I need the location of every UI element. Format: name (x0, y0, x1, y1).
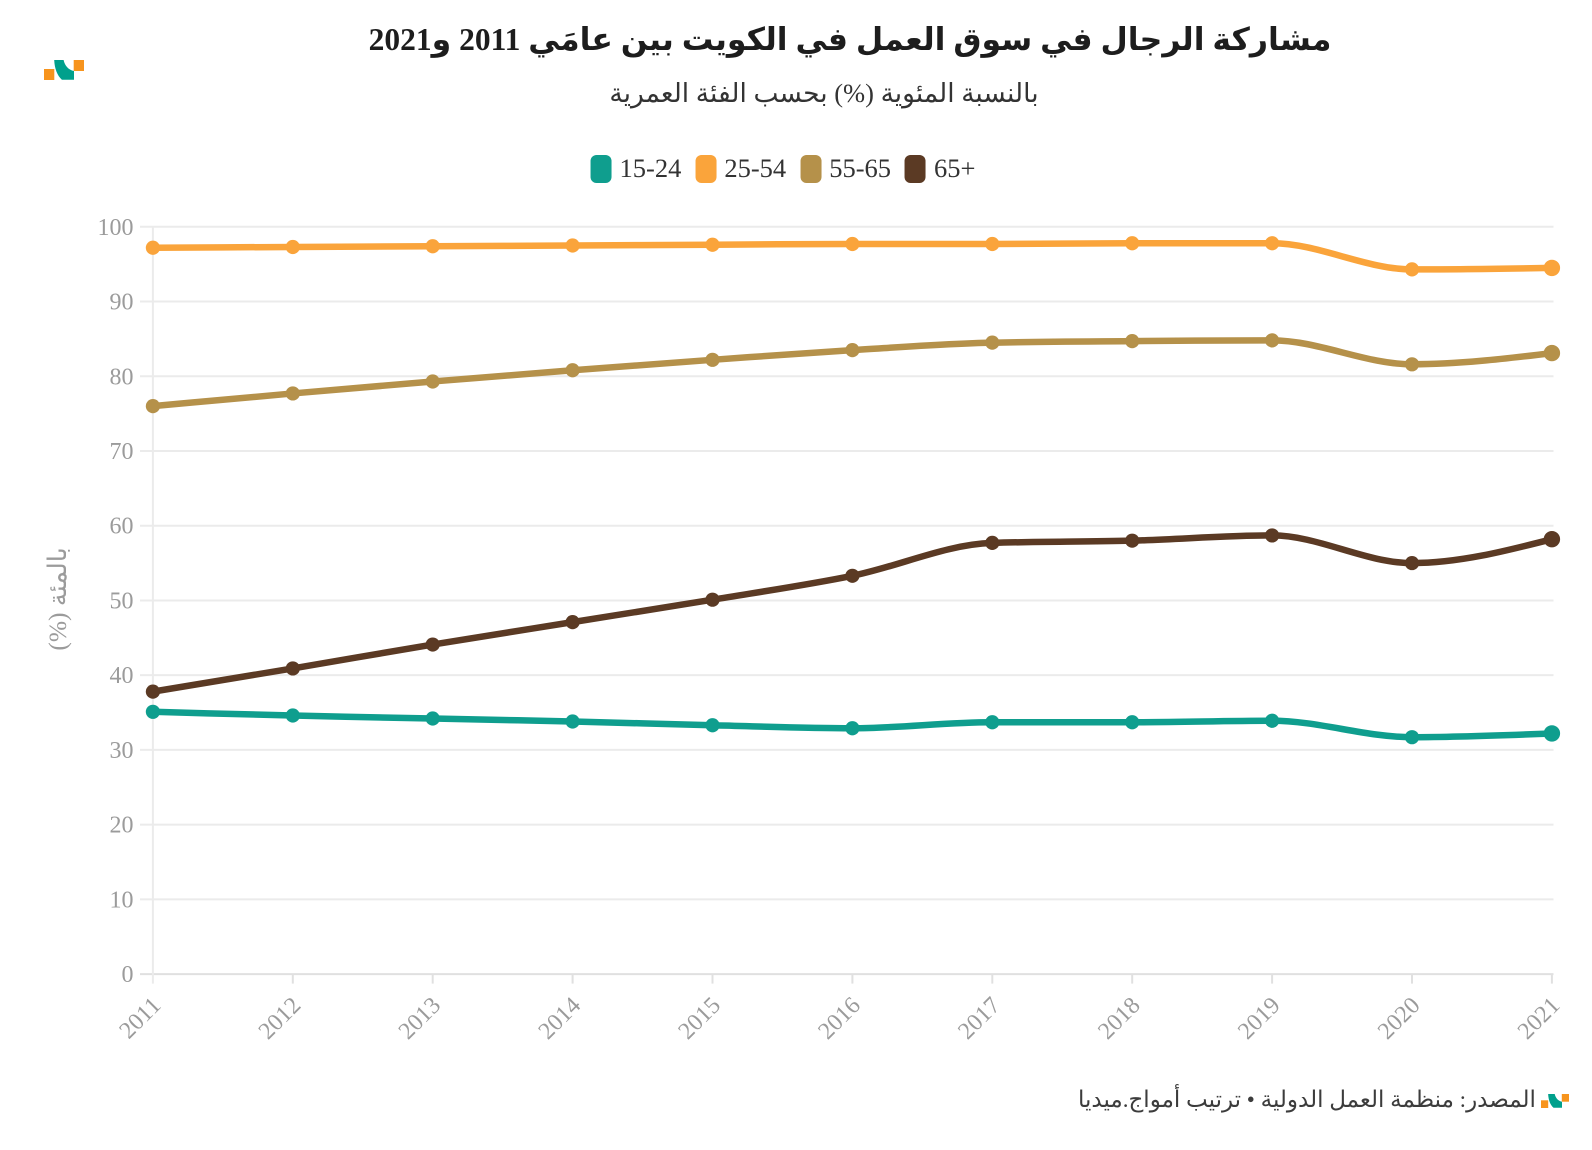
data-point-15-24-2021 (1543, 725, 1561, 742)
data-point-15-24-2013 (425, 711, 440, 726)
data-point-65+-2020 (1404, 555, 1420, 571)
series-25-54 (145, 236, 1561, 277)
data-point-55-65-2020 (1404, 357, 1420, 372)
logo-square-left (1541, 1100, 1549, 1108)
data-point-15-24-2015 (705, 718, 720, 733)
x-tick-label: 2019 (1233, 992, 1285, 1044)
data-point-65+-2012 (285, 661, 300, 676)
y-axis-title: بالمئة (%) (43, 547, 72, 650)
data-point-25-54-2011 (145, 240, 160, 255)
legend-label: 15-24 (619, 153, 682, 183)
data-point-15-24-2014 (565, 714, 580, 729)
data-point-25-54-2012 (285, 239, 300, 255)
data-point-15-24-2020 (1404, 730, 1420, 745)
y-tick-label: 50 (110, 588, 134, 614)
y-tick-label: 20 (110, 813, 134, 839)
series-65+ (145, 528, 1561, 699)
legend-item-15-24: 15-24 (590, 153, 682, 184)
data-point-65+-2019 (1265, 528, 1280, 543)
data-point-25-54-2021 (1543, 259, 1561, 277)
data-point-55-65-2017 (985, 335, 1000, 350)
legend-item-65+: 65+ (905, 153, 975, 184)
legend-swatch-25-54 (695, 154, 717, 183)
x-tick-label: 2012 (254, 992, 306, 1044)
data-point-15-24-2019 (1265, 713, 1280, 728)
logo-square-right (1561, 1094, 1569, 1102)
data-point-15-24-2011 (145, 704, 160, 719)
y-tick-label: 100 (98, 215, 134, 241)
data-point-25-54-2013 (425, 239, 440, 254)
amwaj-logo-small (1541, 1094, 1569, 1108)
x-tick-label: 2014 (534, 992, 586, 1044)
data-point-25-54-2014 (565, 238, 580, 253)
x-tick-label: 2018 (1093, 992, 1145, 1044)
y-tick-label: 90 (110, 290, 134, 316)
data-point-65+-2014 (565, 615, 580, 630)
chart-title: مشاركة الرجال في سوق العمل في الكويت بين… (368, 22, 1332, 57)
data-point-55-65-2019 (1265, 333, 1280, 348)
logo-square-left (44, 69, 55, 80)
data-point-55-65-2011 (145, 399, 160, 414)
x-tick-label: 2011 (115, 992, 167, 1044)
x-tick-label: 2015 (674, 992, 726, 1044)
x-tick-label: 2020 (1373, 992, 1425, 1044)
data-point-25-54-2017 (985, 236, 1000, 252)
logo-swoosh (54, 60, 74, 80)
data-point-65+-2021 (1543, 530, 1561, 548)
legend-label: 25-54 (724, 153, 787, 183)
legend-swatch-65+ (905, 154, 927, 183)
legend-item-55-65: 55-65 (800, 153, 891, 184)
data-point-65+-2017 (985, 535, 1000, 551)
data-point-65+-2011 (145, 684, 160, 699)
amwaj-logo (44, 60, 84, 80)
data-point-15-24-2016 (845, 721, 860, 736)
series-line-65+ (149, 532, 1556, 695)
data-point-25-54-2016 (845, 236, 860, 252)
data-point-65+-2016 (845, 568, 860, 583)
legend-swatch-15-24 (590, 154, 612, 183)
data-point-65+-2013 (425, 637, 440, 652)
legend-label: 55-65 (829, 153, 892, 183)
legend-item-25-54: 25-54 (695, 153, 786, 184)
chart-footer: المصدر: منظمة العمل الدولية • ترتيب أموا… (0, 1087, 1569, 1113)
data-point-25-54-2019 (1265, 236, 1280, 251)
y-tick-label: 80 (110, 364, 134, 390)
x-tick-label: 2017 (953, 992, 1005, 1044)
y-tick-label: 60 (110, 514, 134, 540)
data-point-25-54-2018 (1125, 236, 1140, 251)
data-point-65+-2018 (1125, 533, 1140, 548)
x-tick-label: 2021 (1513, 992, 1565, 1044)
y-tick-label: 70 (110, 439, 134, 465)
data-point-15-24-2012 (285, 708, 300, 723)
x-tick-label: 2016 (814, 992, 866, 1044)
data-point-25-54-2020 (1404, 262, 1420, 277)
data-point-25-54-2015 (705, 237, 720, 252)
data-point-55-65-2018 (1125, 334, 1140, 349)
data-point-55-65-2013 (425, 374, 440, 389)
logo-square-right (73, 60, 84, 71)
data-point-15-24-2018 (1125, 715, 1140, 730)
y-tick-label: 40 (110, 663, 134, 689)
source-note: المصدر: منظمة العمل الدولية • ترتيب أموا… (1077, 1087, 1536, 1112)
chart-subtitle: بالنسبة المئوية (%) بحسب الفئة العمرية (609, 78, 1039, 108)
data-point-55-65-2021 (1543, 344, 1561, 362)
data-point-55-65-2016 (845, 343, 860, 358)
y-tick-label: 30 (110, 738, 134, 764)
legend-label: 65+ (934, 153, 976, 183)
data-point-55-65-2015 (705, 352, 720, 367)
y-tick-label: 0 (122, 962, 134, 988)
chart-legend: 15-24 25-54 55-65 65+ (590, 153, 975, 184)
series-55-65 (145, 333, 1561, 414)
series-15-24 (145, 704, 1561, 745)
data-point-65+-2015 (705, 592, 720, 607)
data-point-15-24-2017 (985, 715, 1000, 730)
x-tick-label: 2013 (394, 992, 446, 1044)
legend-swatch-55-65 (800, 154, 822, 183)
data-point-55-65-2014 (565, 363, 580, 378)
logo-swoosh (1548, 1094, 1562, 1108)
data-point-55-65-2012 (285, 386, 300, 401)
y-tick-label: 10 (110, 887, 134, 913)
